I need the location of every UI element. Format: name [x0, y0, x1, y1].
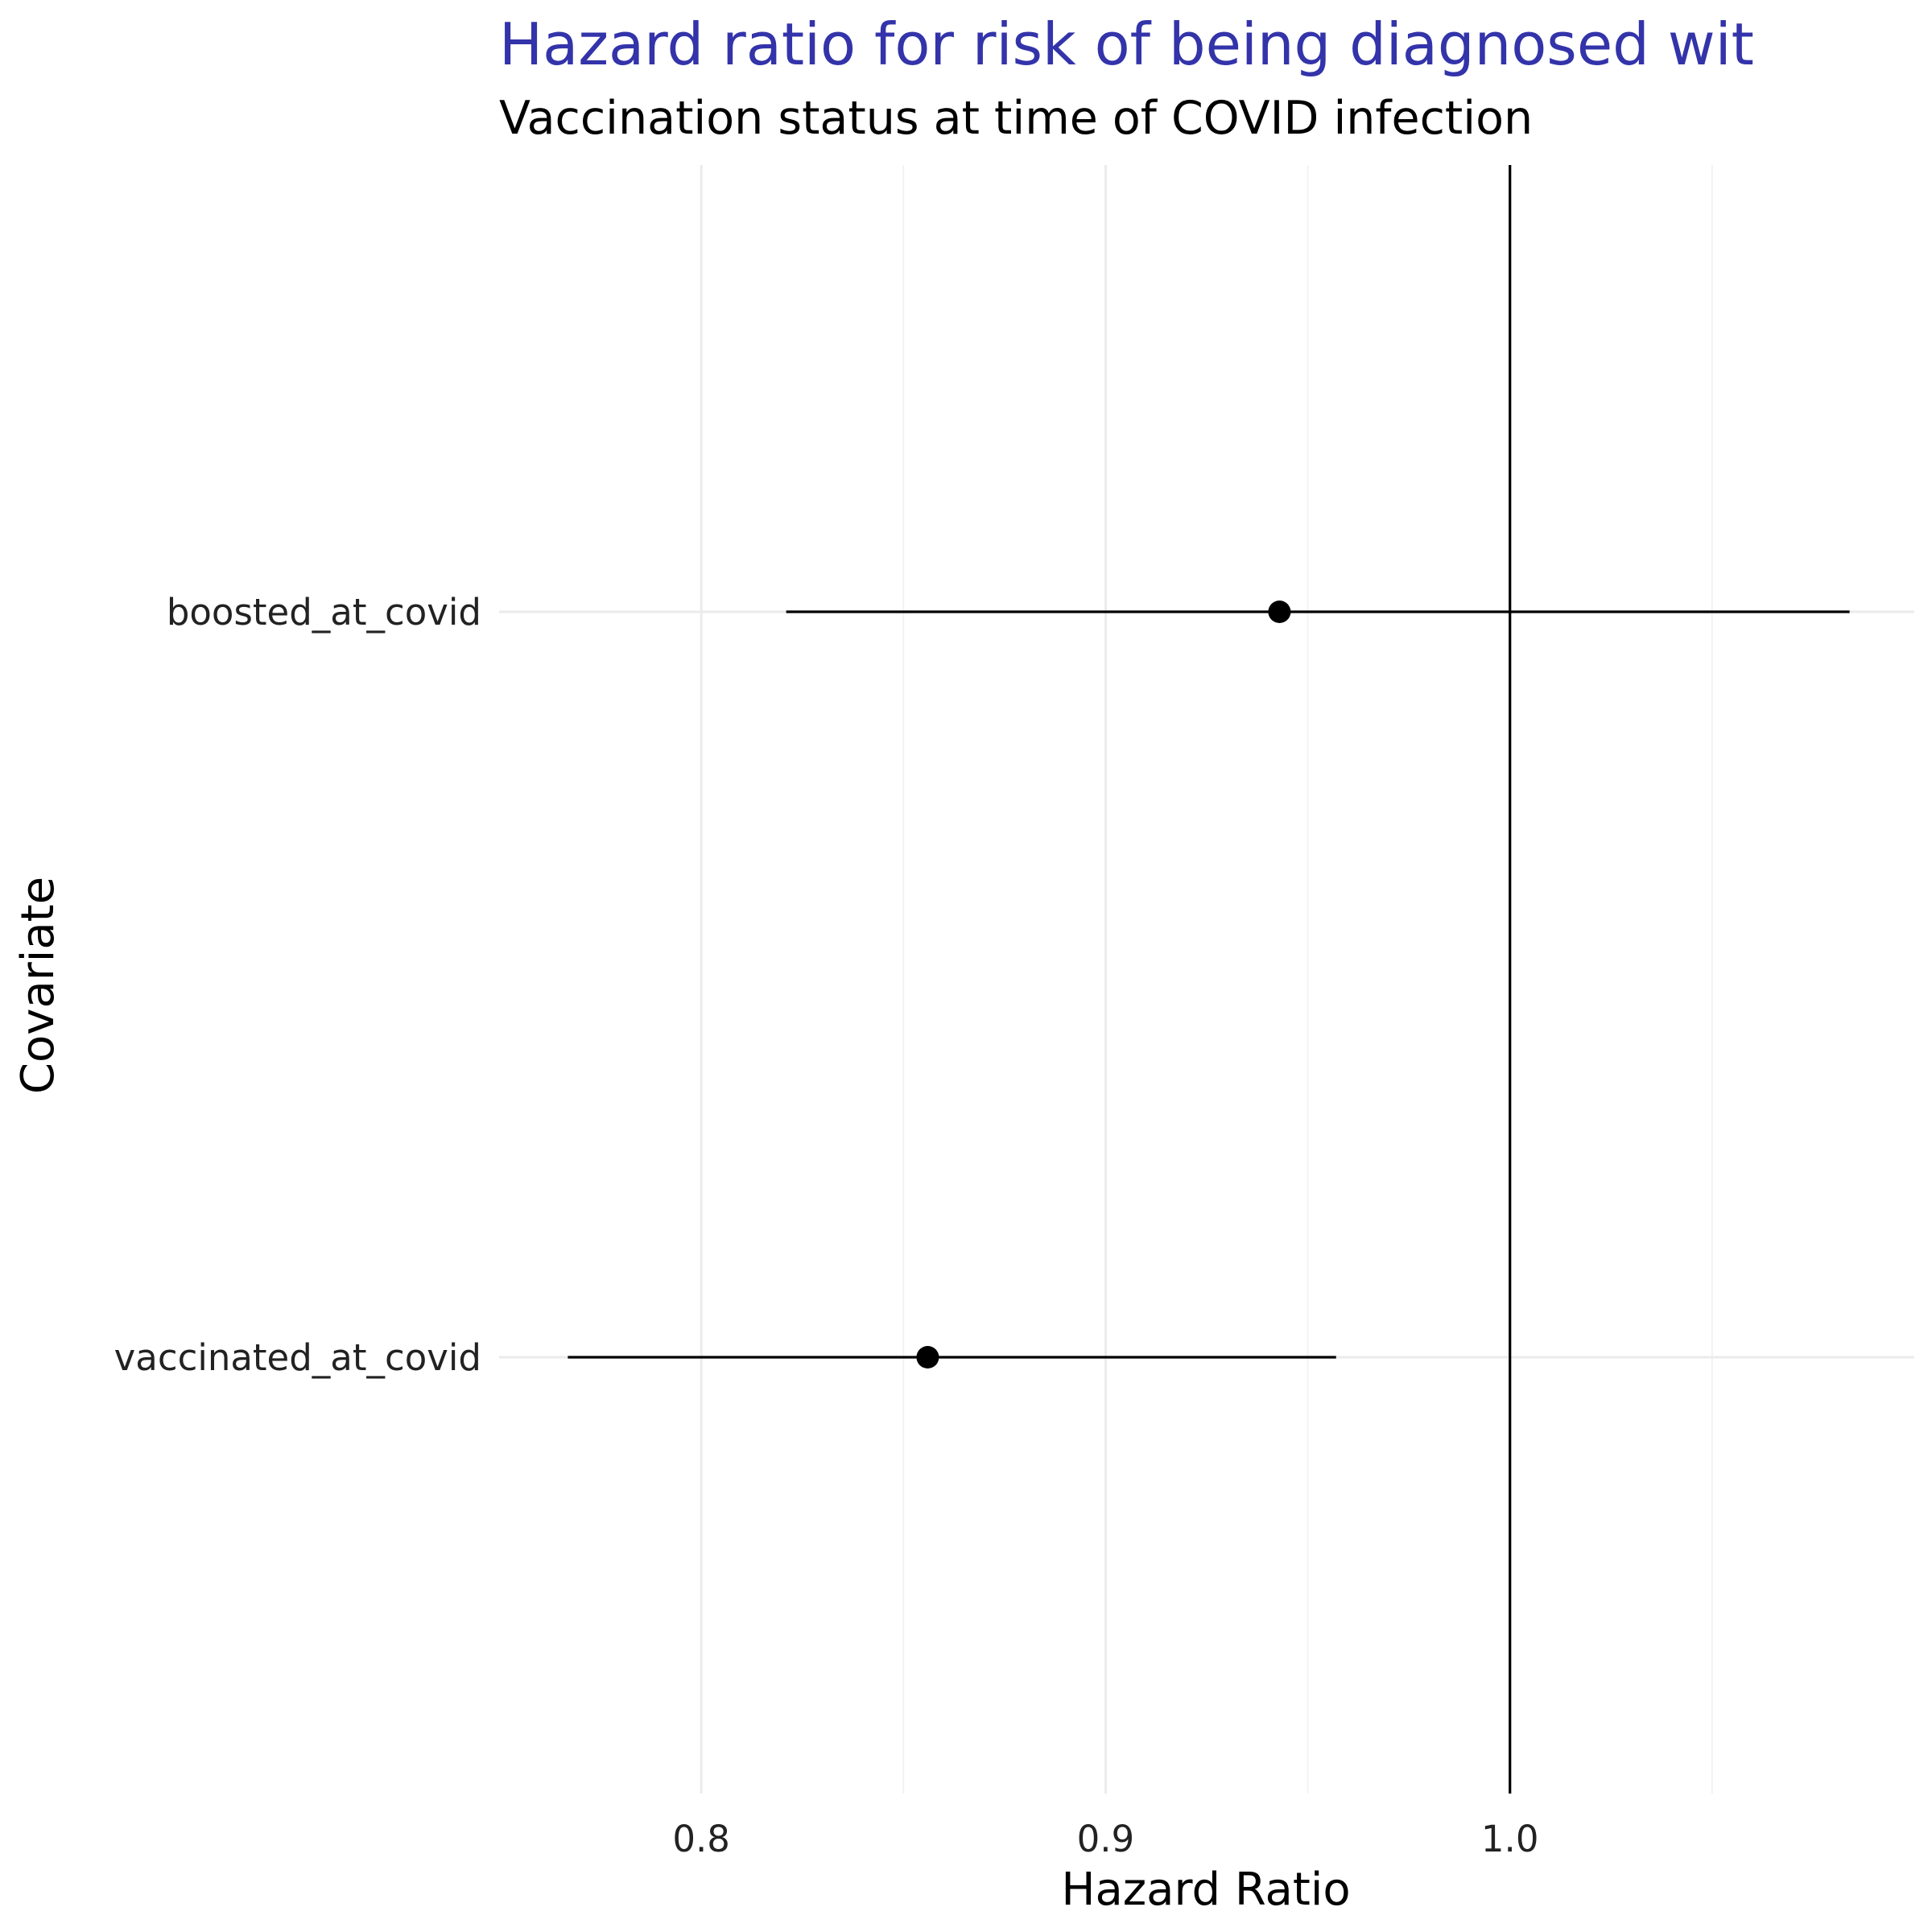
grid	[499, 165, 1914, 1794]
point-estimate	[916, 1346, 939, 1368]
x-axis-title: Hazard Ratio	[1061, 1864, 1350, 1916]
plot-marks	[568, 601, 1850, 1368]
y-axis-title: Covariate	[12, 877, 64, 1094]
chart-title: Hazard ratio for risk of being diagnosed…	[499, 10, 1754, 78]
tick-labels: 0.8 0.9 1.0 boosted_at_covid vaccinated_at_c…	[114, 591, 1539, 1860]
x-tick-label: 1.0	[1481, 1818, 1539, 1860]
y-tick-label: boosted_at_covid	[167, 591, 481, 634]
x-tick-label: 0.8	[672, 1818, 730, 1860]
y-tick-label: vaccinated_at_covid	[114, 1336, 481, 1379]
chart-subtitle: Vaccination status at time of COVID infe…	[499, 92, 1533, 145]
point-estimate	[1268, 601, 1291, 623]
x-tick-label: 0.9	[1077, 1818, 1135, 1860]
